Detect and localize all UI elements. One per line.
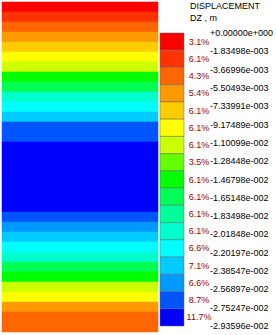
svg-text:-1.65148e-002: -1.65148e-002: [210, 193, 269, 203]
svg-text:11.7%: 11.7%: [187, 312, 212, 322]
svg-text:6.1%: 6.1%: [189, 106, 210, 116]
svg-text:-7.33991e-003: -7.33991e-003: [210, 101, 269, 111]
svg-text:+0.00000e+000: +0.00000e+000: [210, 28, 273, 38]
svg-text:6.1%: 6.1%: [189, 123, 210, 133]
svg-text:4.3%: 4.3%: [189, 71, 210, 81]
svg-text:-2.38547e-002: -2.38547e-002: [210, 266, 269, 276]
svg-text:8.7%: 8.7%: [189, 295, 210, 305]
svg-text:7.1%: 7.1%: [189, 261, 210, 271]
svg-text:-5.50493e-003: -5.50493e-003: [210, 83, 269, 93]
svg-text:-2.75247e-002: -2.75247e-002: [210, 303, 269, 313]
svg-text:-1.46798e-002: -1.46798e-002: [210, 175, 269, 185]
svg-text:6.1%: 6.1%: [189, 226, 210, 236]
svg-text:DZ , m: DZ , m: [190, 13, 217, 23]
svg-text:-2.93596e-002: -2.93596e-002: [210, 321, 269, 331]
svg-text:6.1%: 6.1%: [189, 192, 210, 202]
svg-text:6.6%: 6.6%: [189, 243, 210, 253]
svg-text:-9.17489e-003: -9.17489e-003: [210, 120, 269, 130]
svg-text:6.1%: 6.1%: [189, 140, 210, 150]
svg-text:3.5%: 3.5%: [189, 157, 210, 167]
svg-text:5.4%: 5.4%: [189, 88, 210, 98]
svg-text:-2.01848e-002: -2.01848e-002: [210, 229, 269, 239]
svg-text:6.1%: 6.1%: [189, 209, 210, 219]
svg-text:6.1%: 6.1%: [189, 54, 210, 64]
svg-text:6.6%: 6.6%: [189, 278, 210, 288]
svg-text:DISPLACEMENT: DISPLACEMENT: [190, 1, 261, 11]
svg-text:-2.56897e-002: -2.56897e-002: [210, 284, 269, 294]
svg-text:-1.28448e-002: -1.28448e-002: [210, 156, 269, 166]
svg-text:3.1%: 3.1%: [189, 37, 210, 47]
svg-text:-3.66996e-003: -3.66996e-003: [210, 65, 269, 75]
svg-text:-2.20197e-002: -2.20197e-002: [210, 248, 269, 258]
svg-text:-1.83498e-003: -1.83498e-003: [210, 46, 269, 56]
svg-text:6.1%: 6.1%: [189, 175, 210, 185]
svg-text:-1.83498e-002: -1.83498e-002: [210, 211, 269, 221]
svg-text:-1.10099e-002: -1.10099e-002: [210, 138, 269, 148]
